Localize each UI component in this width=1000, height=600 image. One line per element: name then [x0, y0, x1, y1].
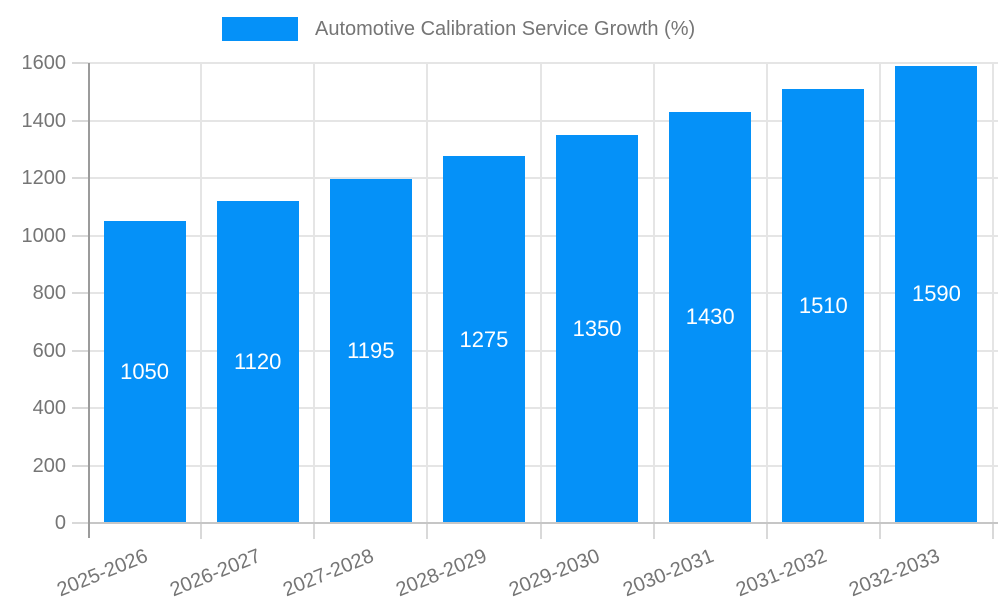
x-axis-tick — [313, 523, 316, 539]
x-gridline — [765, 63, 768, 523]
x-axis-category-label: 2031-2032 — [732, 545, 830, 600]
x-axis-category-label: 2026-2027 — [166, 545, 264, 600]
bar: 1275 — [442, 156, 525, 523]
bar-value-label: 1510 — [798, 292, 848, 318]
y-gridline — [88, 407, 998, 409]
bar-value-label: 1430 — [685, 304, 735, 330]
bar: 1510 — [782, 88, 865, 523]
bar-value-label: 1195 — [347, 338, 395, 364]
y-axis-tick — [72, 177, 88, 179]
y-axis-tick — [72, 522, 88, 524]
x-axis-tick — [992, 523, 994, 539]
bar: 1050 — [103, 221, 186, 523]
x-gridline — [652, 63, 655, 523]
x-axis-category-label: 2032-2033 — [845, 545, 943, 600]
y-axis-tick-label: 1000 — [21, 224, 67, 247]
x-gridline — [200, 63, 203, 523]
bar-value-label: 1590 — [911, 281, 961, 307]
legend-label: Automotive Calibration Service Growth (%… — [315, 17, 696, 40]
x-axis-tick — [539, 523, 542, 539]
y-axis-tick — [72, 407, 88, 409]
y-axis-tick — [72, 349, 88, 352]
y-gridline — [88, 177, 998, 179]
y-gridline — [88, 464, 998, 467]
y-axis-tick — [72, 464, 88, 467]
bar: 1120 — [216, 201, 299, 523]
x-gridline — [539, 63, 542, 523]
y-axis-tick — [72, 62, 88, 64]
x-axis-line — [88, 522, 998, 524]
bar: 1195 — [329, 179, 412, 523]
x-axis-tick — [878, 523, 881, 539]
bar-value-label: 1275 — [459, 326, 509, 352]
y-axis-tick-label: 1600 — [21, 52, 67, 74]
y-gridline — [88, 119, 998, 122]
bar-value-label: 1120 — [234, 349, 282, 374]
y-axis-line — [88, 63, 90, 538]
x-axis-category-label: 2029-2030 — [506, 545, 604, 600]
y-gridline — [88, 349, 998, 352]
bar: 1590 — [895, 65, 978, 523]
x-gridline — [426, 63, 429, 523]
x-gridline — [878, 63, 881, 523]
x-axis-tick — [765, 523, 768, 539]
y-axis-tick-label: 1200 — [21, 167, 67, 189]
x-axis-category-label: 2028-2029 — [393, 545, 491, 600]
y-gridline — [88, 234, 998, 237]
bar-value-label: 1050 — [120, 359, 170, 385]
y-axis-tick — [72, 119, 88, 122]
x-gridline — [313, 63, 316, 523]
y-axis-tick-label: 200 — [32, 454, 66, 477]
x-axis-category-label: 2030-2031 — [619, 545, 717, 600]
y-gridline — [88, 62, 998, 64]
chart-legend: Automotive Calibration Service Growth (%… — [222, 17, 695, 41]
y-axis-tick-label: 800 — [32, 282, 66, 304]
y-gridline — [88, 292, 998, 294]
y-axis-tick-label: 1400 — [21, 109, 67, 132]
plot-area: 0 200 400 600 800 1000 1200 1400 1600 1050 1120 119… — [22, 52, 998, 600]
y-axis-tick-label: 600 — [32, 339, 66, 362]
x-axis-tick — [200, 523, 203, 539]
y-axis-tick-label: 0 — [54, 512, 66, 534]
bar-value-label: 1350 — [572, 315, 622, 341]
x-gridline — [992, 63, 994, 523]
x-axis-tick — [652, 523, 655, 539]
bar: 1350 — [556, 134, 639, 523]
x-axis-category-label: 2027-2028 — [280, 545, 378, 600]
y-axis-tick — [72, 292, 88, 294]
x-axis-category-label: 2025-2026 — [53, 545, 151, 600]
y-axis-tick-label: 400 — [32, 397, 66, 419]
bar: 1430 — [669, 111, 752, 523]
x-axis-tick — [426, 523, 429, 539]
legend-swatch-icon — [222, 17, 298, 41]
y-axis-tick — [72, 234, 88, 237]
